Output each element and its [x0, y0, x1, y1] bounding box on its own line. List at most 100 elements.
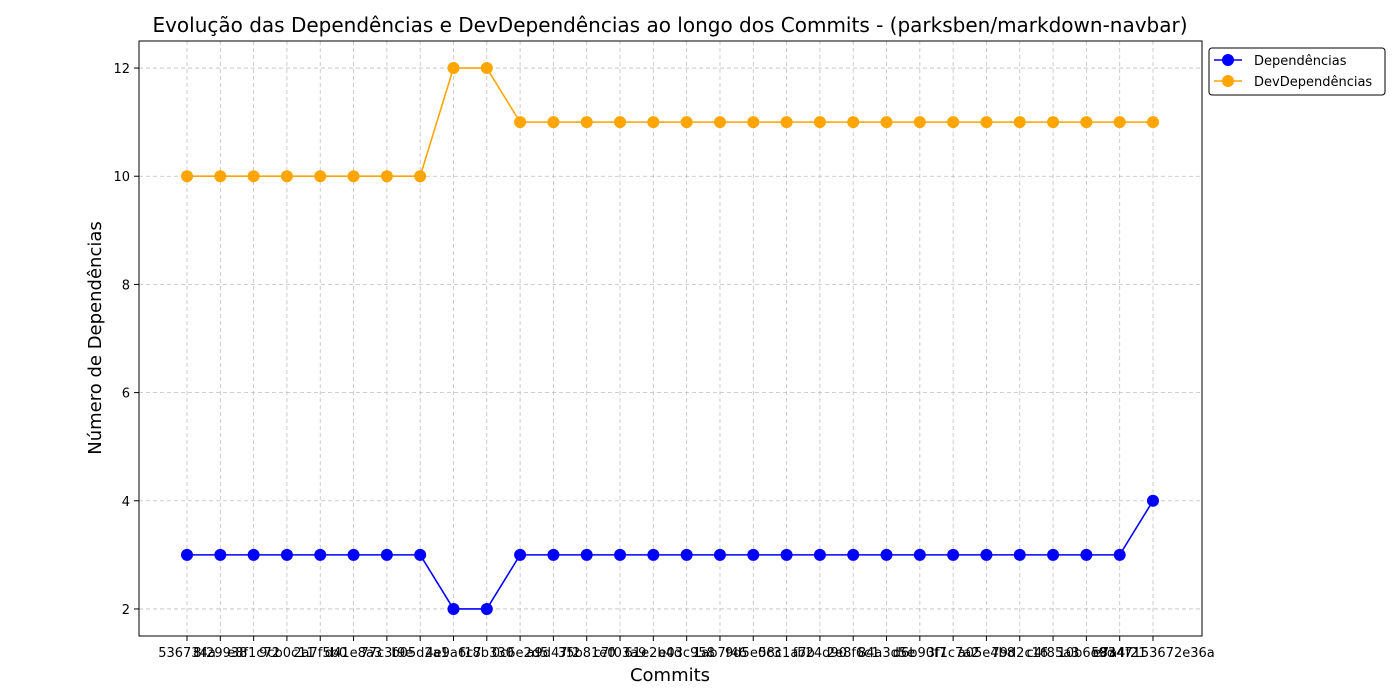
x-tick-label: 10b6e9d	[1058, 646, 1116, 661]
x-tick-label: 2a7f5b0	[293, 646, 347, 661]
data-point	[414, 548, 427, 561]
data-point	[314, 548, 327, 561]
x-tick-label: 3f1c7a2	[927, 646, 980, 661]
data-point	[580, 548, 593, 561]
data-point	[181, 548, 193, 561]
x-tick-label: 0c6e2d5	[492, 646, 548, 661]
data-point	[1047, 548, 1060, 561]
y-tick-label: 2	[122, 603, 130, 618]
data-point	[913, 116, 926, 129]
data-point	[980, 548, 993, 561]
data-point	[1113, 116, 1126, 129]
x-tick-label: 1ab7f46	[693, 646, 747, 661]
x-tick-label: 536734a	[158, 646, 216, 661]
chart-title: Evolução das Dependências e DevDependênc…	[152, 13, 1187, 37]
data-point	[980, 116, 993, 129]
y-tick-label: 8	[122, 278, 130, 293]
y-tick-label: 12	[113, 62, 130, 77]
data-point	[480, 62, 493, 75]
y-tick-label: 4	[122, 495, 130, 510]
data-point	[1147, 494, 1159, 507]
data-point	[1047, 116, 1060, 129]
data-point	[880, 548, 893, 561]
data-point	[880, 116, 893, 129]
y-tick-label: 6	[122, 387, 130, 402]
x-tick-label: 77c3f9e	[360, 646, 413, 661]
y-tick-label: 10	[113, 170, 130, 185]
data-point	[447, 62, 460, 75]
x-tick-label: d41e8a3	[325, 646, 382, 661]
data-point	[514, 116, 527, 129]
data-point	[1013, 116, 1026, 129]
data-point	[780, 548, 793, 561]
data-point	[680, 116, 693, 129]
data-point	[614, 548, 627, 561]
x-tick-label: 84a3d5e	[858, 646, 915, 661]
x-tick-label: e03c958	[658, 646, 715, 661]
data-point	[913, 548, 926, 561]
x-tick-label: a05e4b8	[958, 646, 1015, 661]
legend-box	[1208, 47, 1386, 96]
data-point	[280, 548, 293, 561]
x-tick-label: 58347153672e36a	[1091, 646, 1215, 661]
x-tick-label: d6b90f7	[893, 646, 947, 661]
data-point	[547, 116, 560, 129]
series-layer	[181, 62, 1159, 615]
x-tick-label: c4f85a3	[1027, 646, 1080, 661]
data-point	[813, 116, 826, 129]
x-axis-ticks: 536734a8f29938e8f1c729cb0c112a7f5b0d41e8…	[158, 636, 1215, 661]
legend-label-devdependencias: DevDependências	[1254, 75, 1372, 90]
data-point	[947, 116, 960, 129]
data-point	[214, 548, 227, 561]
x-tick-label: 79d2c16	[991, 646, 1048, 661]
legend-marker-dependencias	[1222, 54, 1234, 66]
data-point	[680, 548, 693, 561]
series-dependencias	[181, 494, 1159, 615]
data-point	[247, 170, 260, 183]
x-tick-label: 9d5e0c3	[725, 646, 781, 661]
data-point	[447, 602, 460, 615]
series-line	[187, 67, 1153, 178]
data-point	[414, 170, 427, 183]
data-point	[380, 548, 393, 561]
x-tick-label: e8f1c72	[227, 646, 280, 661]
data-point	[280, 170, 293, 183]
x-tick-label: 2e8f6c1	[827, 646, 880, 661]
data-point	[747, 116, 760, 129]
data-point	[1080, 116, 1093, 129]
data-point	[647, 548, 660, 561]
data-point	[947, 548, 960, 561]
data-point	[647, 116, 660, 129]
plot-frame	[138, 40, 1203, 637]
data-point	[1147, 116, 1159, 129]
x-tick-label: f18b330	[460, 646, 514, 661]
x-tick-label: fb24d90	[793, 646, 847, 661]
legend: Dependências DevDependências	[1208, 47, 1386, 96]
data-point	[1013, 548, 1026, 561]
data-point	[847, 116, 860, 129]
x-tick-label: 61e2b4d	[625, 646, 683, 661]
data-point	[813, 548, 826, 561]
data-point	[780, 116, 793, 129]
data-point	[747, 548, 760, 561]
x-tick-label: c7f03a9	[594, 646, 647, 661]
data-point	[614, 116, 627, 129]
x-tick-label: a9d47f2	[526, 646, 580, 661]
legend-marker-devdependencias	[1222, 75, 1234, 87]
y-axis-label: Número de Dependências	[85, 221, 106, 455]
data-point	[514, 548, 527, 561]
data-point	[713, 116, 726, 129]
grid	[139, 41, 1202, 636]
data-point	[380, 170, 393, 183]
x-tick-label: 35b81e0	[558, 646, 616, 661]
data-point	[580, 116, 593, 129]
data-point	[214, 170, 227, 183]
data-point	[480, 602, 493, 615]
x-tick-label: b05d2a1	[391, 646, 449, 661]
x-tick-label: 4e9a6c7	[425, 646, 481, 661]
x-tick-label: 8f29938	[193, 646, 247, 661]
y-axis-ticks: 2 4 6 8 10 12	[113, 62, 139, 618]
x-tick-label: e7a4f21	[1093, 646, 1147, 661]
data-point	[347, 170, 360, 183]
